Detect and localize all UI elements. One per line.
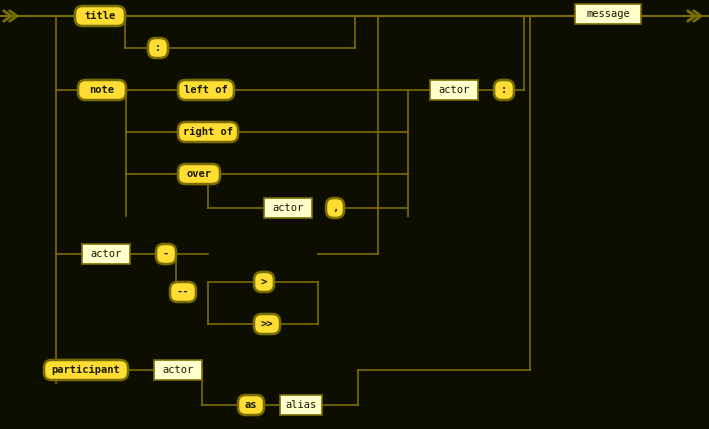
FancyBboxPatch shape	[148, 38, 168, 58]
FancyBboxPatch shape	[575, 4, 641, 24]
FancyBboxPatch shape	[154, 360, 202, 380]
FancyBboxPatch shape	[82, 244, 130, 264]
FancyBboxPatch shape	[75, 6, 125, 26]
FancyBboxPatch shape	[178, 122, 238, 142]
Text: --: --	[177, 287, 189, 297]
FancyBboxPatch shape	[254, 272, 274, 292]
Text: ,: ,	[332, 203, 338, 213]
Text: participant: participant	[52, 365, 121, 375]
Text: as: as	[245, 400, 257, 410]
Text: :: :	[501, 85, 507, 95]
FancyBboxPatch shape	[326, 198, 344, 218]
Text: right of: right of	[183, 127, 233, 137]
Text: alias: alias	[286, 400, 317, 410]
FancyBboxPatch shape	[280, 395, 322, 415]
Text: actor: actor	[90, 249, 122, 259]
Text: over: over	[186, 169, 211, 179]
FancyBboxPatch shape	[170, 282, 196, 302]
Text: message: message	[586, 9, 630, 19]
FancyBboxPatch shape	[178, 164, 220, 184]
Text: actor: actor	[272, 203, 303, 213]
Text: title: title	[84, 11, 116, 21]
Text: >: >	[261, 277, 267, 287]
Text: actor: actor	[162, 365, 194, 375]
Text: :: :	[155, 43, 161, 53]
FancyBboxPatch shape	[264, 198, 312, 218]
Text: actor: actor	[438, 85, 469, 95]
FancyBboxPatch shape	[178, 80, 234, 100]
FancyBboxPatch shape	[44, 360, 128, 380]
FancyBboxPatch shape	[156, 244, 176, 264]
Text: note: note	[89, 85, 114, 95]
Text: left of: left of	[184, 85, 228, 95]
FancyBboxPatch shape	[238, 395, 264, 415]
FancyBboxPatch shape	[254, 314, 280, 334]
Text: >>: >>	[261, 319, 273, 329]
FancyBboxPatch shape	[430, 80, 478, 100]
FancyBboxPatch shape	[494, 80, 514, 100]
FancyBboxPatch shape	[78, 80, 126, 100]
Text: -: -	[163, 249, 169, 259]
